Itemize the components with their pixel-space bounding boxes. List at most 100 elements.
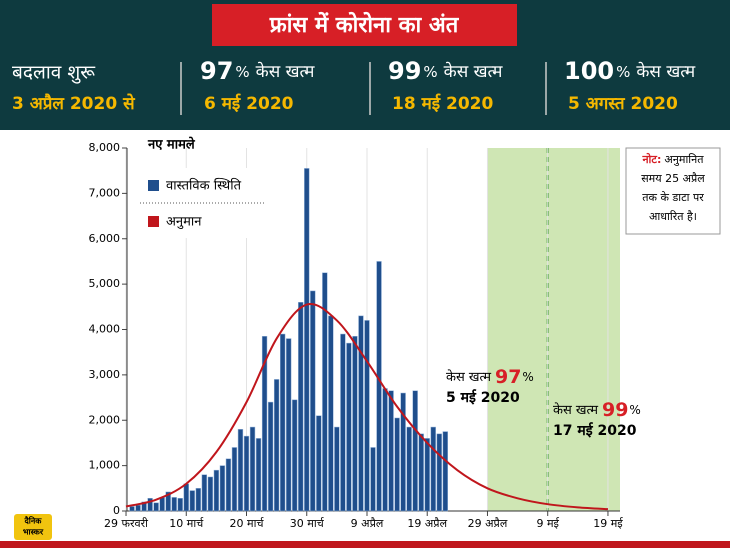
x-tick-label: 29 अप्रैल (468, 517, 508, 530)
bar (189, 490, 195, 512)
stat-date: 5 अगस्त 2020 (568, 94, 678, 114)
title-box (212, 4, 517, 46)
legend-label: वास्तविक स्थिति (166, 178, 242, 194)
bar (298, 302, 304, 512)
y-tick-label: 1,000 (89, 459, 121, 472)
bar (267, 401, 274, 512)
bar (153, 502, 159, 512)
bar (376, 261, 382, 512)
bar (165, 491, 171, 512)
stat-big: 100 (564, 57, 614, 85)
annotation-text: केस खत्म (553, 402, 598, 418)
legend-swatch (148, 180, 159, 191)
annotation-big: 97 (495, 366, 521, 388)
bar (358, 315, 364, 512)
note-box (625, 147, 721, 235)
annotation-pct: % (629, 403, 640, 417)
bar (255, 438, 262, 512)
bar (310, 290, 316, 512)
bar (237, 429, 244, 512)
bar (171, 497, 177, 512)
annotation: केस खत्म 99% (553, 399, 641, 421)
bar (219, 465, 226, 512)
annotation-pct: % (522, 370, 533, 384)
stat-big: 99 (388, 57, 421, 85)
trend-line (125, 302, 609, 511)
bar (382, 388, 388, 512)
footer-strip (0, 541, 730, 548)
bar (286, 338, 292, 512)
bar (352, 336, 358, 512)
stat-date: 6 मई 2020 (204, 93, 294, 114)
bar (394, 417, 400, 512)
annotation: केस खत्म 97% (446, 366, 534, 388)
stat-date: 18 मई 2020 (392, 93, 493, 114)
bar (322, 272, 328, 512)
bar (346, 342, 352, 512)
y-tick-label: 8,000 (89, 141, 121, 154)
stat-label: केस खत्म (256, 61, 316, 82)
bar (400, 392, 406, 512)
bar (340, 333, 346, 512)
stat-date: 3 अप्रैल 2020 से (12, 93, 136, 114)
x-tick-label: 19 अप्रैल (407, 517, 447, 530)
bar (370, 447, 376, 512)
stat-label: बदलाव शुरू (12, 62, 96, 85)
note-line: अनुमानित (664, 153, 704, 166)
bar (436, 433, 442, 512)
bar (316, 415, 322, 512)
stat-label: केस खत्म (444, 61, 504, 82)
bar (280, 333, 286, 512)
y-tick-label: 2,000 (89, 413, 121, 426)
bar (195, 488, 201, 512)
x-tick-label: 30 मार्च (290, 517, 325, 530)
stat-big: 97 (200, 57, 233, 85)
annotation-date: 17 मई 2020 (553, 422, 637, 439)
bar (261, 336, 268, 512)
bar (406, 426, 412, 512)
bar (213, 469, 220, 512)
logo (14, 514, 52, 540)
bar (243, 435, 250, 512)
y-tick-label: 4,000 (89, 323, 121, 336)
note-line: समय 25 अप्रैल (641, 172, 705, 185)
x-tick-label: 9 मई (536, 517, 559, 530)
bar (364, 320, 370, 512)
x-tick-label: 19 मई (593, 517, 623, 530)
x-tick-label: 9 अप्रैल (351, 517, 384, 530)
bar (225, 458, 232, 512)
annotation-text: केस खत्म (446, 369, 491, 385)
bar (442, 431, 448, 512)
stat-head: 97% केस खत्म (200, 57, 315, 85)
stat-head: 100% केस खत्म (564, 57, 696, 85)
bar (183, 483, 189, 512)
bar (177, 498, 183, 512)
bar (141, 501, 147, 512)
bar (159, 497, 165, 512)
y-tick-label: 3,000 (89, 368, 121, 381)
legend-label: अनुमान (166, 215, 202, 230)
bar (418, 433, 424, 512)
y-tick-label: 6,000 (89, 232, 121, 245)
bar (231, 447, 238, 512)
bar (201, 474, 207, 512)
bar (412, 390, 418, 512)
y-tick-label: 7,000 (89, 186, 121, 199)
annotation-date: 5 मई 2020 (446, 389, 520, 406)
y-axis-label: नए मामले (147, 137, 196, 153)
note-line: आधारित है। (649, 210, 697, 223)
logo-text: भास्कर (23, 528, 44, 537)
annotation-big: 99 (602, 399, 628, 421)
x-tick-label: 10 मार्च (169, 517, 204, 530)
stat-pct: % (616, 63, 630, 81)
title: फ्रांस में कोरोना का अंत (269, 11, 460, 38)
forecast-zone (487, 148, 620, 511)
bar (304, 168, 310, 512)
note-label: नोट: (641, 152, 661, 166)
stat-pct: % (235, 63, 249, 81)
bar (135, 504, 141, 512)
legend-swatch (148, 216, 159, 227)
bar (328, 315, 334, 512)
bar (292, 399, 298, 512)
